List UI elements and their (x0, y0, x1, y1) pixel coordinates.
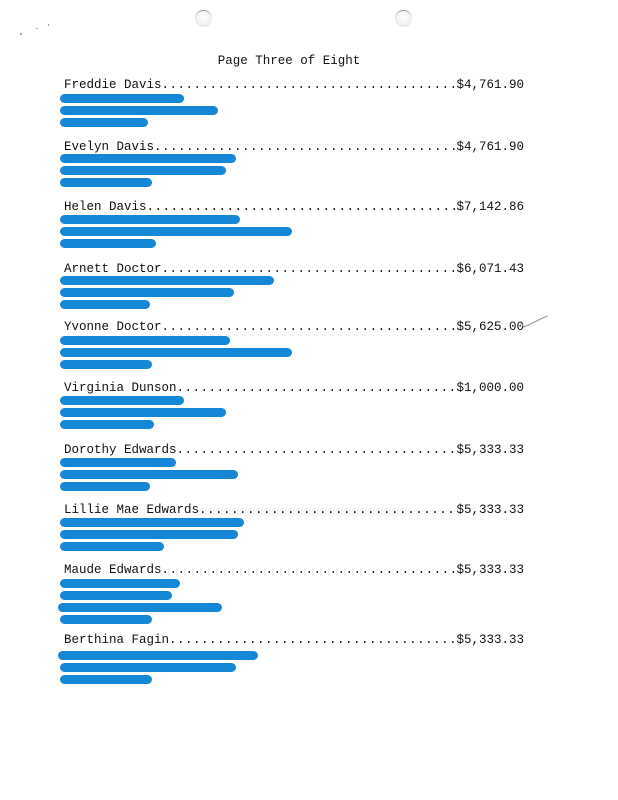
redaction-mark (60, 348, 292, 357)
redaction-mark (60, 360, 152, 369)
checkmark-icon (520, 315, 548, 328)
redaction-mark (60, 166, 226, 175)
redaction-mark (60, 591, 172, 600)
list-item: Virginia Dunson $1,000.00 (60, 381, 524, 441)
redaction-mark (60, 94, 184, 103)
list-item: Berthina Fagin $5,333.33 (58, 633, 524, 693)
entry-name: Evelyn Davis (64, 140, 155, 154)
redaction-mark (60, 118, 148, 127)
scan-speck (20, 33, 22, 35)
list-item: Helen Davis $7,142.86 (60, 200, 524, 260)
redaction-mark (60, 239, 156, 248)
redaction-mark (60, 336, 230, 345)
list-item: Dorothy Edwards $5,333.33 (60, 443, 524, 503)
redaction-mark (60, 420, 154, 429)
list-item: Maude Edwards $5,333.33 (58, 563, 524, 624)
dot-leader (162, 563, 457, 577)
entry-line: Arnett Doctor $6,071.43 (64, 262, 524, 278)
entry-amount: $4,761.90 (456, 78, 524, 92)
redaction-mark (60, 106, 218, 115)
entry-name: Helen Davis (64, 200, 147, 214)
dot-leader (154, 140, 456, 154)
entry-amount: $5,333.33 (456, 563, 524, 577)
entry-line: Evelyn Davis $4,761.90 (64, 140, 524, 156)
redaction-mark (60, 276, 274, 285)
entry-name: Dorothy Edwards (64, 443, 177, 457)
entry-amount: $5,333.33 (456, 503, 524, 517)
entry-amount: $5,625.00 (456, 320, 524, 334)
entry-name: Berthina Fagin (64, 633, 170, 647)
list-item: Evelyn Davis $4,761.90 (60, 140, 524, 200)
dot-leader (169, 633, 456, 647)
entry-name: Virginia Dunson (64, 381, 177, 395)
entry-line: Lillie Mae Edwards $5,333.33 (64, 503, 524, 519)
entry-name: Maude Edwards (64, 563, 162, 577)
redaction-mark (60, 300, 150, 309)
list-item: Yvonne Doctor $5,625.00 (60, 320, 524, 380)
redaction-mark (60, 408, 226, 417)
punch-hole-left (195, 10, 212, 27)
redaction-mark (60, 579, 180, 588)
redaction-mark (60, 215, 240, 224)
entry-amount: $5,333.33 (456, 443, 524, 457)
entry-line: Dorothy Edwards $5,333.33 (64, 443, 524, 459)
redaction-mark (60, 396, 184, 405)
entry-name: Arnett Doctor (64, 262, 162, 276)
dot-leader (147, 200, 457, 214)
redaction-mark (60, 288, 234, 297)
scan-speck (48, 24, 49, 26)
redaction-mark (60, 615, 152, 624)
redaction-mark (60, 227, 292, 236)
entry-amount: $1,000.00 (456, 381, 524, 395)
entry-line: Berthina Fagin $5,333.33 (64, 633, 524, 649)
redaction-mark (60, 458, 176, 467)
entry-name: Yvonne Doctor (64, 320, 162, 334)
dot-leader (177, 443, 457, 457)
dot-leader (177, 381, 457, 395)
redaction-mark (60, 675, 152, 684)
redaction-mark (58, 603, 222, 612)
entry-line: Virginia Dunson $1,000.00 (64, 381, 524, 397)
redaction-mark (60, 530, 238, 539)
redaction-mark (60, 542, 164, 551)
dot-leader (162, 262, 457, 276)
entry-name: Freddie Davis (64, 78, 162, 92)
dot-leader (162, 78, 457, 92)
redaction-mark (60, 518, 244, 527)
redaction-mark (60, 663, 236, 672)
entry-line: Maude Edwards $5,333.33 (64, 563, 524, 579)
redaction-mark (60, 470, 238, 479)
entry-line: Helen Davis $7,142.86 (64, 200, 524, 216)
redaction-mark (60, 154, 236, 163)
list-item: Freddie Davis $4,761.90 (60, 78, 524, 138)
entry-line: Yvonne Doctor $5,625.00 (64, 320, 524, 336)
entry-amount: $7,142.86 (456, 200, 524, 214)
entry-amount: $5,333.33 (456, 633, 524, 647)
scan-speck (36, 28, 38, 29)
entry-amount: $4,761.90 (456, 140, 524, 154)
list-item: Lillie Mae Edwards $5,333.33 (60, 503, 524, 563)
redaction-mark (58, 651, 258, 660)
redaction-mark (60, 178, 152, 187)
redaction-mark (60, 482, 150, 491)
dot-leader (199, 503, 456, 517)
punch-hole-right (395, 10, 412, 27)
entry-name: Lillie Mae Edwards (64, 503, 200, 517)
list-item: Arnett Doctor $6,071.43 (60, 262, 524, 322)
dot-leader (162, 320, 457, 334)
entry-amount: $6,071.43 (456, 262, 524, 276)
page-title: Page Three of Eight (217, 54, 361, 68)
entry-line: Freddie Davis $4,761.90 (64, 78, 524, 94)
